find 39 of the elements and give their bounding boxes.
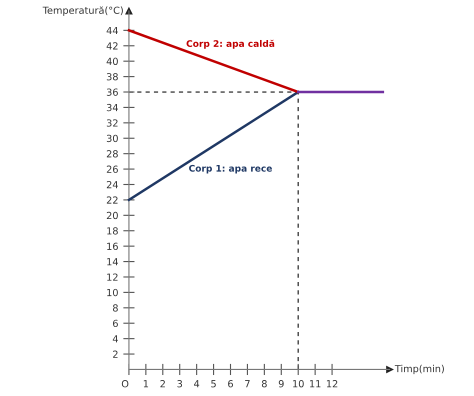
y-tick-label: 16	[107, 242, 118, 250]
x-tick-label: 10	[293, 380, 304, 388]
x-tick-label: 3	[177, 380, 182, 388]
y-tick-label: 32	[106, 119, 118, 127]
series-label: Corp 1: apa rece	[189, 164, 272, 174]
y-tick-label: 28	[106, 150, 118, 158]
y-tick-label: 30	[106, 134, 118, 142]
y-tick-label: 10	[107, 288, 118, 296]
y-tick-label: 12	[107, 273, 118, 281]
x-axis-title: Timp(min)	[394, 364, 444, 374]
y-tick-label: 2	[113, 350, 118, 358]
x-tick-label: 6	[228, 380, 233, 388]
x-tick-label: O	[122, 380, 128, 388]
y-tick-label: 14	[107, 258, 118, 266]
y-tick-label: 6	[113, 320, 118, 328]
x-tick-label: 1	[144, 380, 148, 388]
y-tick-label: 8	[112, 304, 118, 312]
x-tick-label: 8	[262, 380, 267, 388]
y-tick-label: 18	[107, 227, 118, 235]
y-tick-label: 4	[112, 335, 118, 342]
y-tick-label: 40	[106, 58, 118, 66]
x-tick-label: 5	[211, 380, 216, 388]
y-tick-label: 42	[106, 42, 118, 50]
y-tick-label: 20	[106, 212, 118, 220]
y-tick-label: 44	[106, 26, 118, 34]
y-tick-label: 26	[106, 166, 118, 173]
series-label: Corp 2: apa caldă	[186, 40, 274, 49]
y-tick-label: 34	[106, 104, 118, 112]
x-tick-label: 9	[278, 380, 284, 388]
x-tick-label: 11	[310, 380, 320, 388]
x-tick-label: 2	[160, 380, 165, 388]
y-axis-title: Temperatură(°C)	[42, 6, 123, 16]
y-tick-label: 38	[106, 73, 118, 80]
y-tick-label: 24	[106, 180, 118, 188]
y-tick-label: 36	[106, 88, 118, 96]
y-tick-label: 22	[106, 196, 118, 204]
x-tick-label: 4	[194, 380, 200, 388]
x-tick-label: 7	[245, 380, 250, 388]
x-tick-label: 12	[326, 380, 338, 388]
